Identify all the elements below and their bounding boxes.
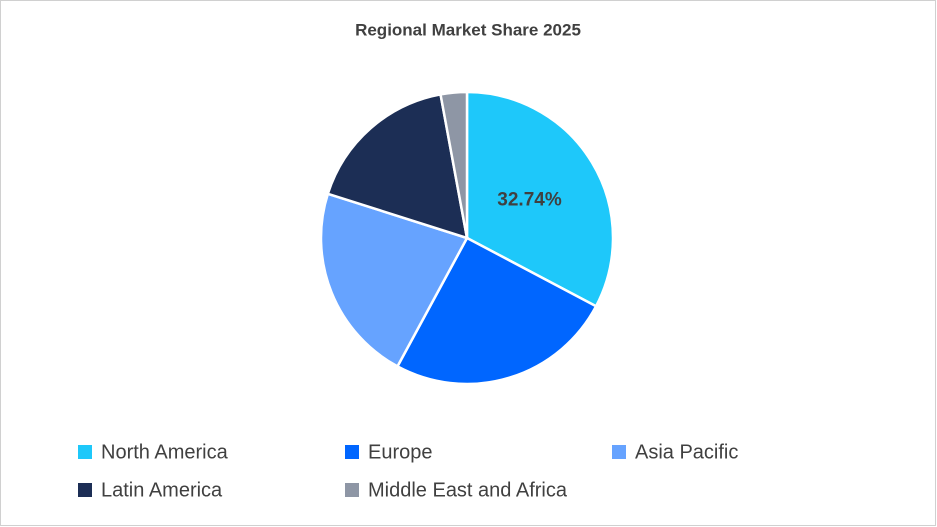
pie-slice (439, 90, 469, 239)
legend-swatch (78, 445, 92, 459)
legend-label: Middle East and Africa (368, 479, 568, 501)
legend-label: North America (101, 441, 229, 463)
chart-title: Regional Market Share 2025 (355, 20, 581, 39)
legend-label: Asia Pacific (635, 441, 738, 463)
legend-swatch (612, 445, 626, 459)
pie-slice (326, 92, 469, 240)
legend-swatch (345, 445, 359, 459)
legend-label: Latin America (101, 479, 223, 501)
data-label: 32.74% (497, 189, 562, 210)
pie-slice (319, 192, 469, 369)
legend-swatch (78, 483, 92, 497)
pie-slice (395, 236, 598, 386)
legend-label: Europe (368, 441, 433, 463)
pie-slice (465, 90, 615, 308)
legend-swatch (345, 483, 359, 497)
